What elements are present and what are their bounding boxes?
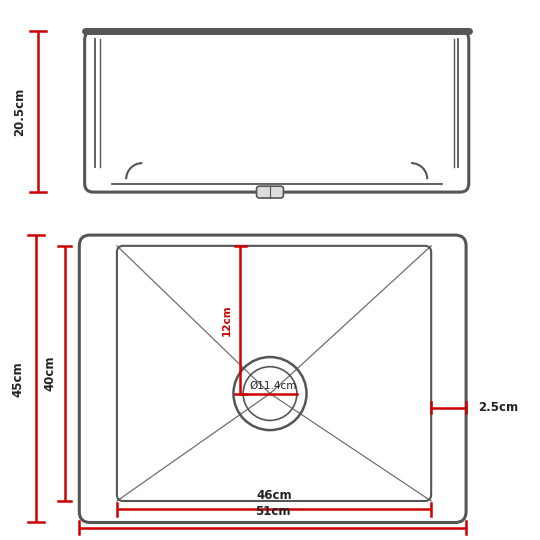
Text: 40cm: 40cm (44, 356, 57, 391)
Text: Ø11.4cm: Ø11.4cm (249, 381, 296, 390)
Text: 20.5cm: 20.5cm (13, 87, 26, 136)
Text: 51cm: 51cm (255, 505, 291, 518)
FancyBboxPatch shape (256, 186, 284, 198)
Text: 2.5cm: 2.5cm (478, 401, 518, 414)
Text: 46cm: 46cm (256, 489, 292, 502)
Text: 45cm: 45cm (11, 361, 24, 396)
Text: 12cm: 12cm (222, 304, 232, 335)
